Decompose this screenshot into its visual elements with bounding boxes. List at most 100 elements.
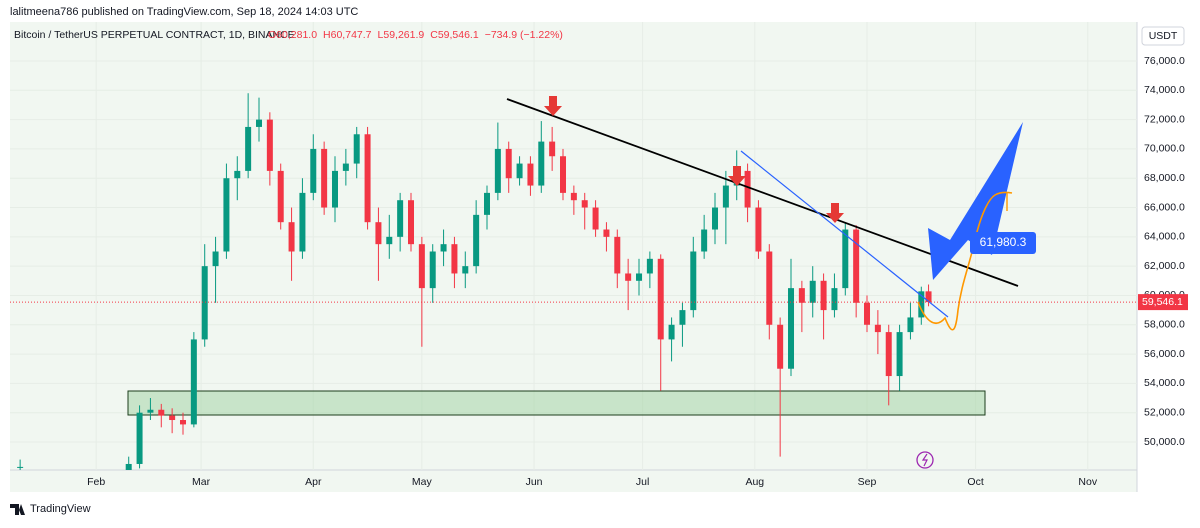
candle-body (484, 192, 491, 215)
candle-body (136, 412, 143, 464)
candle-body (277, 170, 284, 223)
candle-body (473, 214, 480, 267)
candle-body (925, 291, 932, 303)
y-tick-label: 76,000.0 (1144, 55, 1185, 67)
candle-body (592, 207, 599, 230)
candle-body (918, 291, 925, 318)
down-arrow (544, 96, 562, 116)
candle-body (451, 244, 458, 274)
logo (10, 504, 25, 515)
candle-body (17, 466, 24, 468)
candle-body (874, 324, 881, 333)
candle-body (288, 222, 295, 252)
symbol: Bitcoin / TetherUS PERPETUAL CONTRACT, 1… (14, 29, 295, 41)
candle-body (255, 119, 262, 127)
candle-body (864, 302, 871, 325)
candle-body (755, 207, 762, 252)
candle-body (353, 134, 360, 164)
candle-body (266, 119, 273, 171)
candle-body (429, 251, 436, 289)
grid (10, 22, 1137, 470)
candle-body (712, 207, 719, 230)
candle-body (907, 317, 914, 333)
y-tick-label: 54,000.0 (1144, 377, 1185, 389)
candle-body (147, 409, 154, 413)
candle-body (701, 229, 708, 252)
publisher: lalitmeena786 published on TradingView.c… (10, 6, 358, 18)
y-tick-label: 70,000.0 (1144, 143, 1185, 155)
candle-body (766, 251, 773, 325)
x-tick-label: Aug (745, 476, 764, 488)
candle-body (831, 288, 838, 311)
price-box (1138, 294, 1188, 311)
candle-body (245, 126, 252, 171)
candle-body (885, 332, 892, 377)
candle-body (668, 324, 675, 340)
x-tick-label: Feb (87, 476, 105, 488)
y-tick-label: 56,000.0 (1144, 348, 1185, 360)
event-icon (921, 453, 928, 467)
candle-body (494, 148, 501, 193)
candle-body (679, 310, 686, 325)
candle-body (798, 288, 805, 303)
candle-body (614, 236, 621, 274)
x-tick-label: Jun (526, 476, 543, 488)
ohlc-label: L59,261.9 (378, 29, 425, 41)
currency-box[interactable] (1141, 26, 1185, 46)
candle-body (201, 266, 208, 340)
candle-body (581, 200, 588, 208)
candle-body (462, 266, 469, 274)
candle-body (299, 192, 306, 252)
candle-body (842, 229, 849, 289)
candle-body (234, 170, 241, 179)
candle-body (375, 222, 382, 245)
target-box (970, 232, 1036, 254)
ohlc-label: O60,281.0 (268, 29, 317, 41)
candle-body (440, 244, 447, 252)
y-tick-label: 58,000.0 (1144, 319, 1185, 331)
candle-body (364, 134, 371, 223)
x-tick-label: Nov (1078, 476, 1097, 488)
candles (17, 93, 932, 470)
candle-body (223, 178, 230, 252)
candle-body (408, 200, 415, 245)
candle-body (636, 273, 643, 281)
candle-body (777, 324, 784, 369)
y-tick-label: 62,000.0 (1144, 260, 1185, 272)
ohlc-label: C59,546.1 (430, 29, 479, 41)
x-tick-label: Jul (636, 476, 649, 488)
candle-body (690, 251, 697, 311)
y-tick-label: 52,000.0 (1144, 406, 1185, 418)
legend: Bitcoin / TetherUS PERPETUAL CONTRACT, 1… (14, 29, 563, 41)
target-label: 61,980.3 (980, 235, 1027, 249)
y-tick-label: 50,000.0 (1144, 436, 1185, 448)
candle-body (788, 288, 795, 369)
y-tick-label: 68,000.0 (1144, 172, 1185, 184)
candle-body (190, 339, 197, 425)
candle-body (158, 409, 165, 416)
projection (917, 191, 1013, 331)
candle-body (125, 463, 132, 470)
candle-body (397, 200, 404, 237)
candle-body (646, 258, 653, 274)
footer-bg (0, 495, 1200, 523)
support-zone (127, 390, 986, 416)
candle-body (538, 141, 545, 186)
down-arrow (728, 166, 746, 186)
candle-body (549, 141, 556, 157)
event-icon[interactable] (916, 451, 934, 469)
candle-body (527, 163, 534, 186)
down-arrow (826, 203, 844, 223)
candle-body (342, 163, 349, 171)
currency[interactable]: USDT (1149, 30, 1178, 42)
candle-body (570, 192, 577, 201)
candle-body (516, 163, 523, 179)
plot-area (10, 22, 1137, 492)
y-tick-label: 66,000.0 (1144, 201, 1185, 213)
x-tick-label: Mar (192, 476, 211, 488)
candle-body (722, 185, 729, 208)
candle-body (809, 280, 816, 303)
candle-body (896, 332, 903, 377)
y-tick-label: 74,000.0 (1144, 84, 1185, 96)
